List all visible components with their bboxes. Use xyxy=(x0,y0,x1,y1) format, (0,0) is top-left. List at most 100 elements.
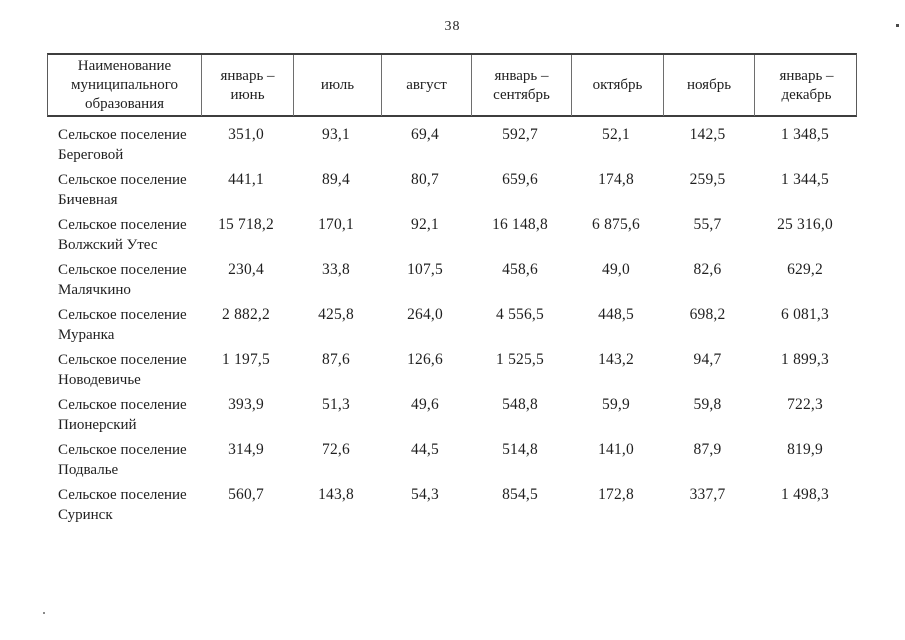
value-cell: 89,4 xyxy=(322,171,350,188)
municipality-name-line2: Малячкино xyxy=(58,282,131,298)
value-cell: 560,7 xyxy=(228,486,264,503)
municipality-name-cell: Сельское поселение Бичевная xyxy=(47,162,200,210)
value-cell: 49,0 xyxy=(602,261,630,278)
value-cell: 49,6 xyxy=(411,396,439,413)
value-cell: 514,8 xyxy=(502,441,538,458)
value-cell: 351,0 xyxy=(228,126,264,143)
value-cell: 174,8 xyxy=(598,171,634,188)
municipality-name-line2: Пионерский xyxy=(58,417,137,433)
value-cell: 425,8 xyxy=(318,306,354,323)
table-body: Сельское поселение Береговой 351,0 93,1 … xyxy=(47,117,857,525)
value-cell: 55,7 xyxy=(693,216,722,233)
value-cell: 854,5 xyxy=(502,486,538,503)
value-cell: 141,0 xyxy=(598,441,634,458)
value-cell: 1 344,5 xyxy=(781,171,829,188)
value-cell: 93,1 xyxy=(322,126,350,143)
value-cell: 33,8 xyxy=(322,261,350,278)
value-cell: 25 316,0 xyxy=(777,216,833,233)
value-cell: 107,5 xyxy=(407,261,443,278)
value-cell: 2 882,2 xyxy=(222,306,270,323)
value-cell: 92,1 xyxy=(411,216,439,233)
value-cell: 592,7 xyxy=(502,126,538,143)
value-cell: 314,9 xyxy=(228,441,264,458)
table-row: Сельское поселение Пионерский 393,9 51,3… xyxy=(47,387,857,435)
column-header: январь – июнь xyxy=(201,55,293,116)
municipality-statistics-table: Наименование муниципального образования … xyxy=(47,53,857,525)
value-cell: 259,5 xyxy=(689,171,726,188)
value-cell: 59,9 xyxy=(602,396,630,413)
municipality-name-line1: Сельское поселение xyxy=(58,487,187,503)
value-cell: 6 081,3 xyxy=(781,306,829,323)
value-cell: 4 556,5 xyxy=(496,306,544,323)
value-cell: 94,7 xyxy=(693,351,722,368)
value-cell: 16 148,8 xyxy=(492,216,548,233)
municipality-name-line2: Новодевичье xyxy=(58,372,141,388)
value-cell: 458,6 xyxy=(502,261,538,278)
municipality-name-line1: Сельское поселение xyxy=(58,442,187,458)
municipality-name-line1: Сельское поселение xyxy=(58,217,187,233)
table-row: Сельское поселение Волжский Утес 15 718,… xyxy=(47,207,857,253)
value-cell: 698,2 xyxy=(689,306,726,323)
value-cell: 44,5 xyxy=(411,441,439,458)
value-cell: 126,6 xyxy=(407,351,443,368)
value-cell: 69,4 xyxy=(411,126,439,143)
municipality-name-line1: Сельское поселение xyxy=(58,127,187,143)
value-cell: 1 498,3 xyxy=(781,486,829,503)
table-row: Сельское поселение Малячкино 230,4 33,8 … xyxy=(47,252,857,300)
municipality-name-cell: Сельское поселение Подвалье xyxy=(47,432,200,480)
table-header-row: Наименование муниципального образования … xyxy=(47,53,857,117)
municipality-name-line2: Муранка xyxy=(58,327,115,343)
municipality-name-line2: Волжский Утес xyxy=(58,237,158,253)
value-cell: 172,8 xyxy=(598,486,634,503)
municipality-name-cell: Сельское поселение Малячкино xyxy=(47,252,200,300)
page-number: 38 xyxy=(444,19,461,34)
scan-artifact-dot xyxy=(896,24,899,27)
value-cell: 143,8 xyxy=(318,486,354,503)
value-cell: 82,6 xyxy=(693,261,722,278)
scan-artifact-dot xyxy=(43,612,45,614)
municipality-name-line2: Подвалье xyxy=(58,462,119,478)
value-cell: 629,2 xyxy=(787,261,823,278)
value-cell: 393,9 xyxy=(228,396,264,413)
value-cell: 1 899,3 xyxy=(781,351,829,368)
municipality-name-cell: Сельское поселение Муранка xyxy=(47,297,200,345)
municipality-name-line1: Сельское поселение xyxy=(58,172,187,188)
value-cell: 448,5 xyxy=(598,306,634,323)
table-row: Сельское поселение Суринск 560,7 143,8 5… xyxy=(47,477,857,525)
value-cell: 337,7 xyxy=(689,486,726,503)
value-cell: 143,2 xyxy=(598,351,634,368)
value-cell: 1 348,5 xyxy=(781,126,829,143)
column-header: ноябрь xyxy=(663,55,754,116)
value-cell: 170,1 xyxy=(318,216,354,233)
value-cell: 52,1 xyxy=(602,126,630,143)
table-row: Сельское поселение Подвалье 314,9 72,6 4… xyxy=(47,432,857,480)
value-cell: 6 875,6 xyxy=(592,216,640,233)
value-cell: 1 197,5 xyxy=(222,351,270,368)
value-cell: 230,4 xyxy=(228,261,264,278)
table-row: Сельское поселение Новодевичье 1 197,5 8… xyxy=(47,342,857,390)
municipality-name-line2: Суринск xyxy=(58,507,113,523)
column-header: январь – сентябрь xyxy=(471,55,571,116)
value-cell: 659,6 xyxy=(502,171,538,188)
value-cell: 441,1 xyxy=(228,171,264,188)
column-header: октябрь xyxy=(571,55,663,116)
municipality-name-cell: Сельское поселение Новодевичье xyxy=(47,342,200,390)
value-cell: 59,8 xyxy=(693,396,722,413)
value-cell: 87,6 xyxy=(322,351,350,368)
value-cell: 722,3 xyxy=(787,396,823,413)
municipality-name-line2: Бичевная xyxy=(58,192,118,208)
value-cell: 1 525,5 xyxy=(496,351,544,368)
municipality-name-cell: Сельское поселение Береговой xyxy=(47,117,200,165)
municipality-name-line1: Сельское поселение xyxy=(58,397,187,413)
value-cell: 264,0 xyxy=(407,306,443,323)
municipality-name-cell: Сельское поселение Пионерский xyxy=(47,387,200,435)
column-header: Наименование муниципального образования xyxy=(70,58,179,112)
table-row: Сельское поселение Бичевная 441,1 89,4 8… xyxy=(47,162,857,210)
value-cell: 548,8 xyxy=(502,396,538,413)
municipality-name-line2: Береговой xyxy=(58,147,124,163)
value-cell: 87,9 xyxy=(693,441,722,458)
table-row: Сельское поселение Муранка 2 882,2 425,8… xyxy=(47,297,857,345)
municipality-name-cell: Сельское поселение Суринск xyxy=(47,477,200,525)
municipality-name-line1: Сельское поселение xyxy=(58,352,187,368)
